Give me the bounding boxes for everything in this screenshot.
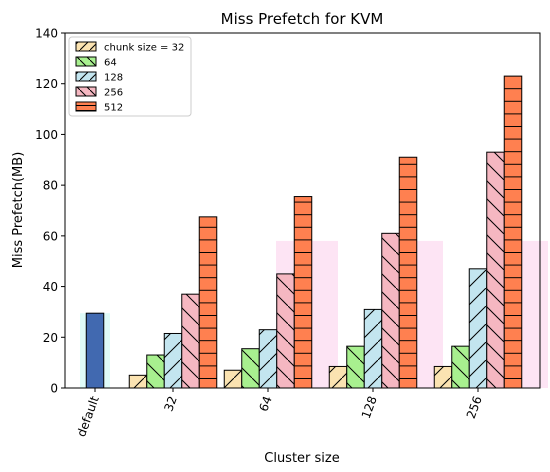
legend-entry-label: 256	[104, 88, 123, 99]
x-tick-label-64: 64	[256, 394, 274, 413]
bar-256-256-hatch	[486, 151, 505, 389]
y-tick-label: 60	[43, 229, 58, 243]
y-tick-label: 80	[43, 179, 58, 193]
bar-chunk-size-32-64-hatch	[223, 369, 243, 389]
bar-chunk-size-32-128-hatch	[328, 365, 348, 389]
y-tick-label: 100	[35, 128, 58, 142]
bar-128-256-hatch	[468, 268, 488, 389]
x-tick-label-32: 32	[161, 394, 179, 413]
bar-64-64-hatch	[241, 348, 260, 389]
bar-default	[85, 312, 105, 389]
legend-entry-label: chunk size = 32	[104, 43, 184, 54]
bar-64-32-hatch	[146, 354, 165, 389]
y-tick-label: 140	[35, 27, 58, 41]
bar-512-64-hatch	[293, 196, 313, 389]
bar-chunk-size-32-256-hatch	[433, 365, 453, 389]
y-tick-label: 20	[43, 331, 58, 345]
bar-512-256-hatch	[503, 75, 523, 389]
bar-64-128-hatch	[346, 345, 365, 389]
plot-frame	[64, 32, 541, 389]
legend-swatch-hatch	[75, 71, 97, 82]
legend-entry-label: 512	[104, 103, 123, 114]
bar-512-128-hatch	[398, 156, 418, 389]
x-tick-label-128: 128	[359, 394, 380, 420]
legend: chunk size = 32 64 128 256 512	[68, 36, 192, 117]
y-tick-label: 40	[43, 280, 58, 294]
y-axis-label: Miss Prefetch(MB)	[11, 152, 26, 269]
bar-chunk-size-32-32-hatch	[128, 374, 148, 389]
y-tick-label: 120	[35, 77, 58, 91]
chart-title: Miss Prefetch for KVM	[221, 10, 384, 28]
bar-128-32-hatch	[163, 332, 183, 389]
legend-entry-label: 64	[104, 58, 117, 69]
bar-256-32-hatch	[181, 293, 200, 389]
y-tick-label: 0	[50, 382, 58, 396]
bar-128-64-hatch	[258, 329, 278, 389]
legend-swatch-hatch	[75, 86, 97, 97]
legend-swatch-hatch	[75, 101, 97, 112]
bar-64-256-hatch	[451, 345, 470, 389]
bars	[85, 75, 523, 389]
legend-swatch-hatch	[75, 56, 97, 67]
legend-entry-label: 128	[104, 73, 123, 84]
x-tick-label-default: default	[74, 394, 102, 439]
x-axis-label: Cluster size	[264, 451, 339, 466]
bar-256-128-hatch	[381, 232, 400, 389]
legend-box	[68, 36, 192, 117]
bar-512-32-hatch	[198, 216, 218, 389]
x-tick-label-256: 256	[464, 394, 485, 420]
legend-swatch-hatch	[75, 41, 97, 52]
bar-256-64-hatch	[276, 273, 295, 389]
bar-128-128-hatch	[363, 308, 383, 389]
